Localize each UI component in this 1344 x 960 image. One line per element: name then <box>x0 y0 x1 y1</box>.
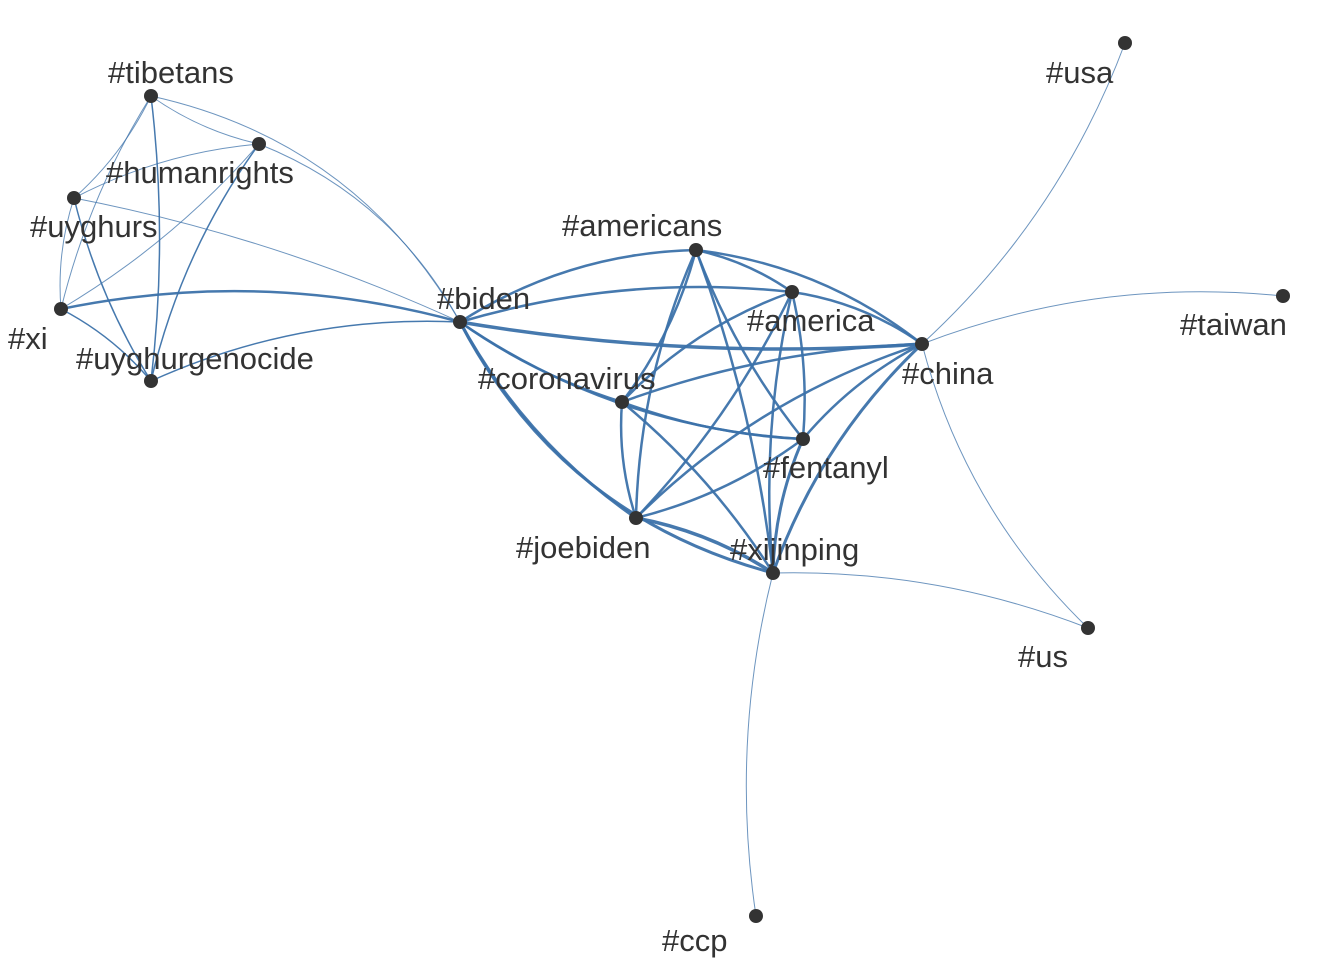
node-taiwan <box>1276 289 1290 303</box>
node-americans <box>689 243 703 257</box>
edge-americans-joebiden <box>634 248 698 520</box>
node-joebiden <box>629 511 643 525</box>
node-label-xijinping: #xijinping <box>730 532 859 567</box>
edge-uyghurs-biden <box>73 197 461 323</box>
edge-tibetans-uyghurgenocide <box>150 95 161 382</box>
edge-americans-fentanyl <box>694 248 805 441</box>
edge-biden-xijinping <box>458 320 775 575</box>
node-label-humanrights: #humanrights <box>106 155 294 190</box>
edge-america-xijinping <box>768 290 794 575</box>
edges-layer <box>59 42 1284 917</box>
edge-joebiden-xijinping <box>634 516 775 575</box>
edge-uyghurs-uyghurgenocide <box>73 197 152 382</box>
node-biden <box>453 315 467 329</box>
edge-china-fentanyl <box>801 342 924 441</box>
edge-biden-joebiden <box>458 320 638 520</box>
edge-coronavirus-china <box>620 342 924 404</box>
edge-xijinping-us <box>772 572 1089 629</box>
node-label-taiwan: #taiwan <box>1180 307 1287 342</box>
edge-china-usa <box>921 42 1126 345</box>
edge-americans-xijinping <box>694 248 775 575</box>
edge-tibetans-humanrights <box>150 95 260 145</box>
edge-xijinping-ccp <box>745 572 774 917</box>
edge-coronavirus-joebiden <box>619 400 638 520</box>
node-america <box>785 285 799 299</box>
edge-coronavirus-fentanyl <box>620 400 805 441</box>
node-humanrights <box>252 137 266 151</box>
edge-xi-uyghurgenocide <box>60 308 152 382</box>
node-label-americans: #americans <box>562 208 722 243</box>
labels-layer: #tibetans #humanrights #uyghurs #xi #uyghurg… <box>8 55 1287 958</box>
edge-china-xijinping <box>771 342 924 575</box>
edge-china-taiwan <box>921 291 1284 345</box>
node-label-us: #us <box>1018 639 1068 674</box>
node-label-joebiden: #joebiden <box>516 530 650 565</box>
edge-coronavirus-xijinping <box>620 400 775 575</box>
edge-tibetans-biden <box>150 95 461 323</box>
node-fentanyl <box>796 432 810 446</box>
edge-china-us <box>921 343 1089 629</box>
node-label-fentanyl: #fentanyl <box>763 450 889 485</box>
node-label-ccp: #ccp <box>662 923 727 958</box>
node-us <box>1081 621 1095 635</box>
edge-america-joebiden <box>634 290 794 520</box>
node-china <box>915 337 929 351</box>
edge-uyghurgenocide-biden <box>150 320 461 382</box>
node-coronavirus <box>615 395 629 409</box>
edge-humanrights-biden <box>258 143 461 323</box>
edge-tibetans-xi <box>60 95 152 310</box>
edge-uyghurs-xi <box>59 197 75 310</box>
edge-america-fentanyl <box>790 290 806 441</box>
edge-humanrights-uyghurs <box>73 143 260 199</box>
node-label-china: #china <box>902 356 994 391</box>
edge-xi-biden <box>59 289 462 324</box>
edge-fentanyl-joebiden <box>634 437 805 520</box>
edge-fentanyl-xijinping <box>771 437 805 575</box>
edge-biden-america <box>458 285 794 324</box>
node-ccp <box>749 909 763 923</box>
node-label-usa: #usa <box>1046 55 1114 90</box>
node-label-uyghurgenocide: #uyghurgenocide <box>76 341 314 376</box>
node-label-uyghurs: #uyghurs <box>30 209 158 244</box>
node-label-tibetans: #tibetans <box>108 55 234 90</box>
node-label-coronavirus: #coronavirus <box>478 361 655 396</box>
node-xi <box>54 302 68 316</box>
node-xijinping <box>766 566 780 580</box>
edge-america-coronavirus <box>620 290 794 404</box>
node-label-america: #america <box>747 303 875 338</box>
edge-america-china <box>790 290 924 346</box>
edge-humanrights-xi <box>60 143 260 310</box>
edge-americans-china <box>694 248 924 346</box>
node-uyghurs <box>67 191 81 205</box>
node-usa <box>1118 36 1132 50</box>
nodes-layer <box>54 36 1290 923</box>
edge-tibetans-uyghurs <box>73 95 152 199</box>
node-label-biden: #biden <box>437 281 530 316</box>
edge-humanrights-uyghurgenocide <box>150 143 260 382</box>
edge-biden-americans <box>458 248 698 324</box>
node-label-xi: #xi <box>8 321 48 356</box>
node-uyghurgenocide <box>144 374 158 388</box>
edge-china-joebiden <box>634 342 924 520</box>
node-tibetans <box>144 89 158 103</box>
